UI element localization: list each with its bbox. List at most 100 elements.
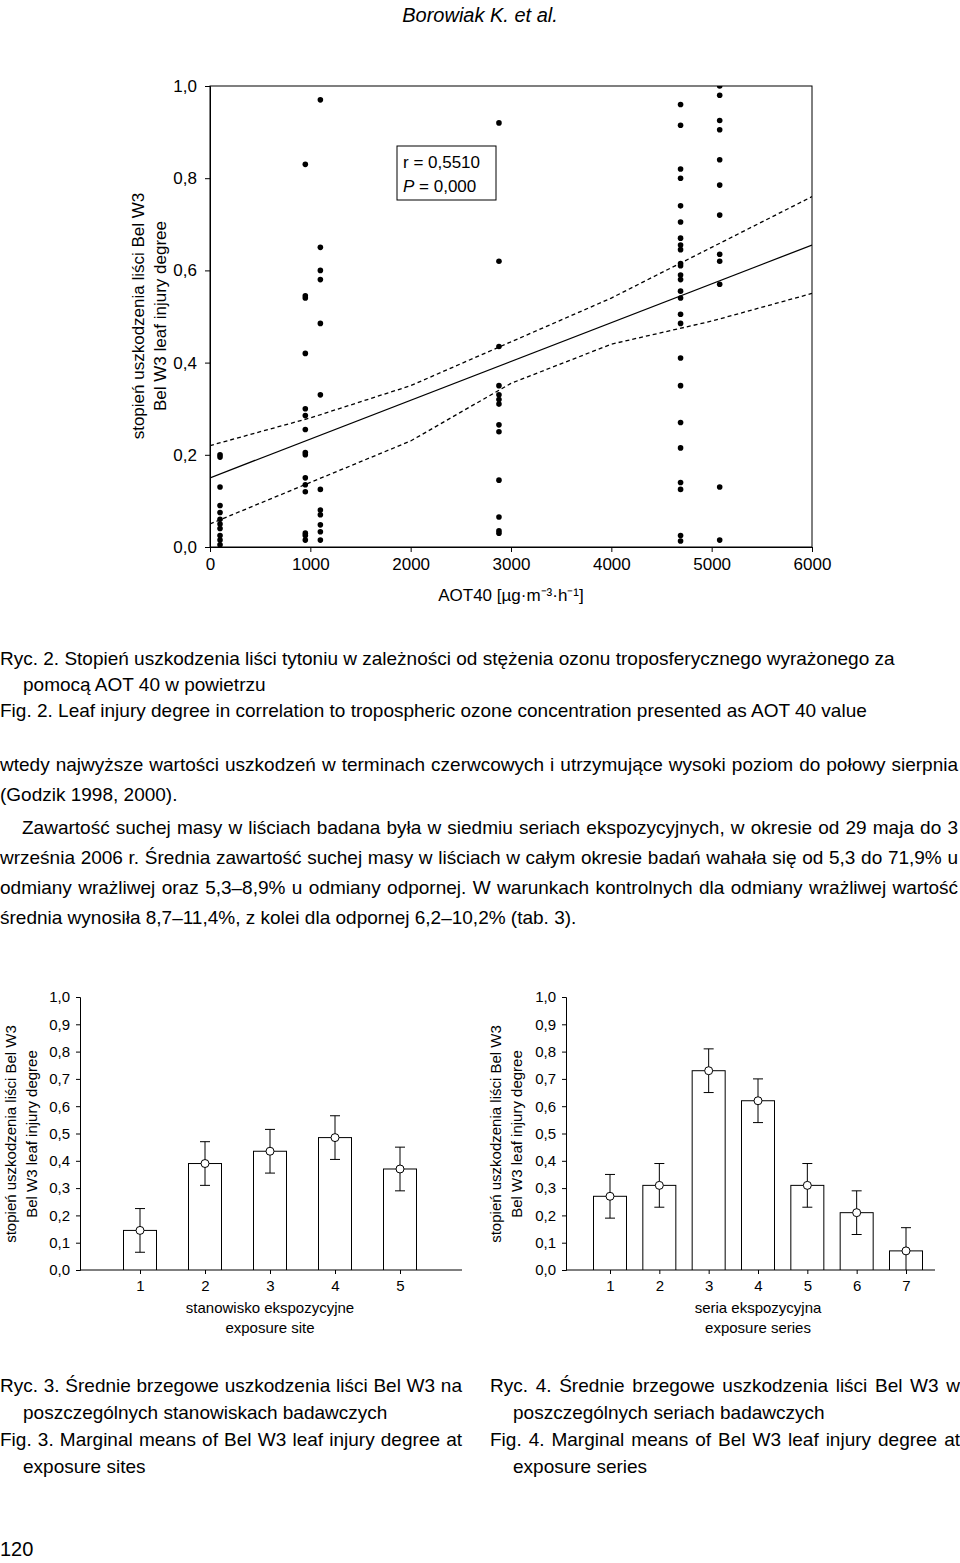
tick-label: 7 — [902, 1277, 910, 1294]
axis-line — [205, 87, 211, 548]
error-bar — [135, 1209, 145, 1253]
tick: 0,5 — [535, 1125, 566, 1142]
error-cap — [395, 1190, 405, 1191]
tick-mark — [205, 86, 210, 87]
tick-mark — [76, 997, 80, 998]
data-point — [678, 263, 684, 269]
data-point — [496, 514, 502, 520]
data-point — [318, 321, 324, 327]
data-point — [217, 503, 223, 509]
tick: 0,4 — [173, 354, 210, 373]
mean-marker — [853, 1209, 861, 1217]
tick: 5 — [396, 1270, 404, 1294]
tick-mark — [205, 1270, 206, 1274]
data-point — [217, 484, 223, 490]
tick: 0,3 — [535, 1179, 566, 1196]
data-point — [717, 212, 723, 218]
tick-mark — [812, 547, 813, 552]
tick: 0,2 — [173, 446, 210, 465]
data-point — [717, 484, 723, 490]
tick: 0,5 — [49, 1125, 80, 1142]
tick-mark — [562, 997, 566, 998]
axis-line — [76, 998, 81, 1271]
plot-area — [124, 1116, 417, 1270]
tick-mark — [76, 1161, 80, 1162]
data-point — [678, 295, 684, 301]
tick-label: 0,3 — [49, 1179, 70, 1196]
running-header: Borowiak K. et al. — [0, 2, 960, 29]
data-point — [678, 219, 684, 225]
data-point — [303, 452, 309, 458]
error-cap — [753, 1078, 763, 1079]
data-point — [303, 413, 309, 419]
data-point — [318, 512, 324, 518]
data-point — [678, 480, 684, 486]
data-point — [303, 537, 309, 543]
error-cap — [802, 1163, 812, 1164]
data-point — [717, 86, 723, 89]
error-bar — [605, 1174, 615, 1218]
tick: 2 — [656, 1270, 664, 1294]
data-point — [717, 157, 723, 163]
tick-label: 5 — [396, 1277, 404, 1294]
tick: 0,9 — [49, 1016, 80, 1033]
data-point — [318, 392, 324, 398]
tick-label: 0,2 — [49, 1207, 70, 1224]
axis: 0,00,10,20,30,40,50,60,70,80,91,0 — [535, 988, 566, 1278]
annotation-box — [397, 146, 496, 200]
plot-area — [594, 1049, 923, 1270]
tick: 0,1 — [535, 1234, 566, 1251]
data-point — [717, 251, 723, 257]
tick-mark — [857, 1270, 858, 1274]
error-cap — [852, 1234, 862, 1235]
tick: 0,6 — [173, 261, 210, 280]
tick: 0,0 — [49, 1261, 80, 1278]
error-bar — [852, 1191, 862, 1235]
mean-marker — [754, 1097, 762, 1105]
data-point — [303, 489, 309, 495]
mean-marker — [331, 1134, 339, 1142]
tick-mark — [76, 1134, 80, 1135]
data-point — [678, 203, 684, 209]
axis-title: stopień uszkodzenia liści Bel W3 — [2, 1025, 19, 1243]
data-point — [678, 175, 684, 181]
tick-mark — [611, 547, 612, 552]
tick: 2000 — [392, 547, 430, 574]
tick-label: 0,5 — [535, 1125, 556, 1142]
data-point — [303, 351, 309, 357]
tick: 4000 — [593, 547, 631, 574]
tick-label: 0,1 — [535, 1234, 556, 1251]
tick: 3 — [266, 1270, 274, 1294]
caption: Ryc. 3. Średnie brzegowe uszkodzenia liś… — [0, 1372, 462, 1426]
tick: 4 — [754, 1270, 762, 1294]
tick-label: 0,0 — [535, 1261, 556, 1278]
mean-marker — [136, 1226, 144, 1234]
data-point — [678, 487, 684, 493]
tick-label: 1 — [606, 1277, 614, 1294]
mean-marker — [201, 1160, 209, 1168]
caption: Ryc. 4. Średnie brzegowe uszkodzenia liś… — [490, 1372, 960, 1426]
tick-label: 0,5 — [49, 1125, 70, 1142]
tick-label: 0,3 — [535, 1179, 556, 1196]
tick: 5000 — [693, 547, 731, 574]
error-cap — [654, 1163, 664, 1164]
tick-label: 4 — [331, 1277, 339, 1294]
tick-mark — [76, 1243, 80, 1244]
tick-mark — [562, 1161, 566, 1162]
tick: 3000 — [493, 547, 531, 574]
tick-label: 6 — [853, 1277, 861, 1294]
tick-label: 0,9 — [535, 1016, 556, 1033]
tick-mark — [659, 1270, 660, 1274]
data-point — [318, 97, 324, 103]
tick-label: 0,4 — [173, 354, 197, 373]
tick-mark — [270, 1270, 271, 1274]
tick-label: 0,8 — [173, 169, 197, 188]
tick-mark — [400, 1270, 401, 1274]
tick-label: 1000 — [292, 555, 330, 574]
tick: 0,2 — [535, 1207, 566, 1224]
axis-title: Bel W3 leaf injury degree — [151, 221, 170, 411]
error-bar — [704, 1049, 714, 1093]
tick-label: 1,0 — [535, 988, 556, 1005]
data-point — [717, 118, 723, 124]
data-point — [318, 245, 324, 251]
